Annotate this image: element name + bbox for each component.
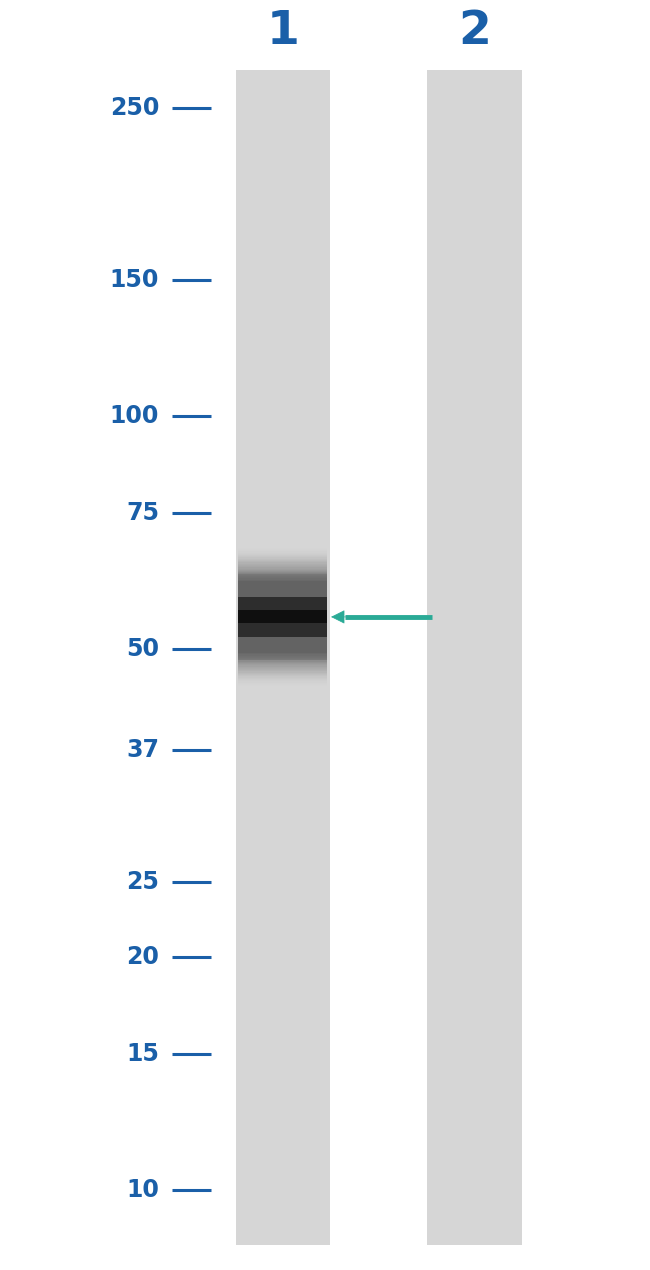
Bar [238,551,327,682]
Bar [238,545,327,688]
Bar [238,572,327,663]
Bar [238,560,327,674]
Bar [238,554,327,679]
Bar [238,574,327,659]
Bar [238,546,327,687]
Bar [238,564,327,671]
Text: 75: 75 [126,500,159,525]
Bar [238,575,327,658]
Bar [238,559,327,676]
Bar [238,566,327,668]
Bar [238,578,327,655]
Bar [238,556,327,678]
Text: 20: 20 [126,945,159,969]
Bar [235,70,330,1245]
Bar [238,570,327,664]
Bar [238,568,327,667]
Text: 2: 2 [458,9,491,55]
Text: 50: 50 [126,638,159,660]
Bar [238,565,327,669]
Text: 10: 10 [126,1179,159,1201]
Bar [238,611,327,624]
Text: 250: 250 [110,97,159,119]
Bar [238,573,327,662]
Bar [238,558,327,677]
Bar [238,550,327,683]
Bar [238,563,327,672]
Text: 1: 1 [266,9,299,55]
Bar [238,561,327,673]
Text: 15: 15 [126,1041,159,1066]
Bar [238,580,327,653]
Bar [238,552,327,681]
Text: 100: 100 [110,404,159,428]
Text: 150: 150 [110,268,159,292]
Bar [238,579,327,654]
Bar [238,574,327,660]
Bar [238,569,327,665]
Bar [238,547,327,686]
Bar [238,574,327,660]
Bar [428,70,521,1245]
Text: 37: 37 [126,738,159,762]
Bar [238,549,327,685]
Bar [238,577,327,657]
Bar [238,597,327,636]
Bar [238,555,327,679]
Text: 25: 25 [126,870,159,894]
